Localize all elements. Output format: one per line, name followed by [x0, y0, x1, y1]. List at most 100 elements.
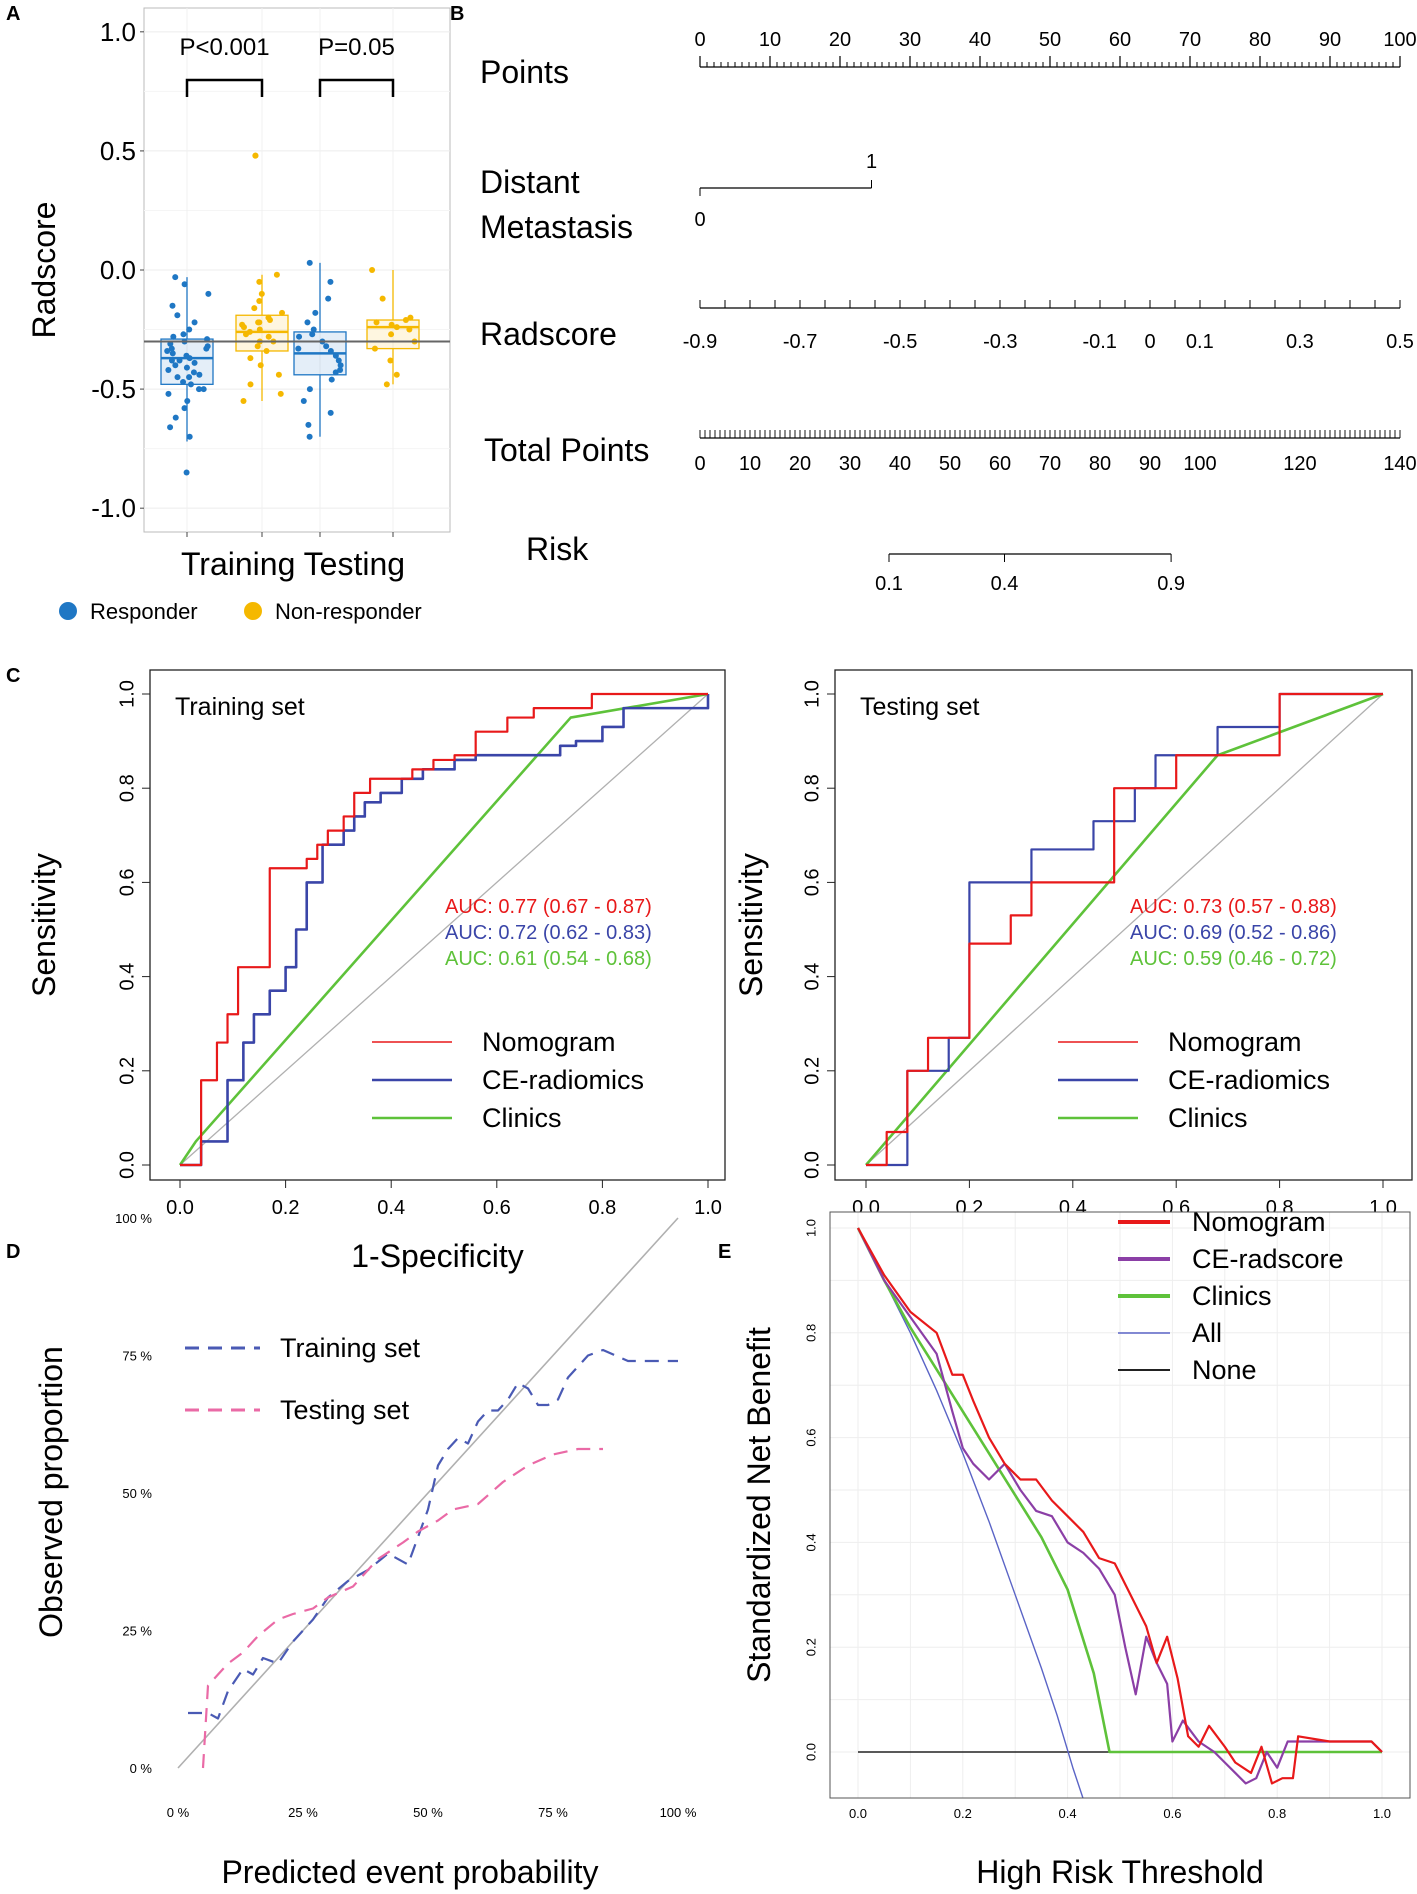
y-tick-label: 1.0	[116, 680, 138, 708]
data-point	[186, 433, 193, 440]
data-point	[332, 352, 339, 359]
tick-label: 40	[889, 453, 911, 475]
net-benefit-curve-nomogram	[857, 1227, 1383, 1785]
plot-frame	[829, 1211, 1411, 1799]
tick-label: 60	[989, 453, 1011, 475]
x-axis-title: Predicted event probability	[221, 1854, 598, 1890]
roc-curve-clinics	[178, 692, 709, 1166]
auc-label: AUC: 0.61 (0.54 - 0.68)	[445, 948, 652, 970]
y-tick-label: -0.5	[91, 374, 136, 404]
x-tick-label: 0.6	[483, 1197, 511, 1219]
data-point	[275, 371, 282, 378]
data-point	[180, 331, 187, 338]
data-point	[258, 290, 265, 297]
net-benefit-curve-all	[857, 1227, 1084, 1798]
tick-label: 0	[694, 209, 705, 231]
y-tick-label: 75 %	[122, 1349, 152, 1364]
data-point	[337, 362, 344, 369]
data-point	[265, 333, 272, 340]
data-point	[200, 386, 207, 393]
tick-label: 60	[1109, 29, 1131, 51]
legend-label: All	[1192, 1318, 1222, 1348]
data-point	[305, 421, 312, 428]
auc-label: AUC: 0.77 (0.67 - 0.87)	[445, 896, 652, 918]
data-point	[256, 297, 263, 304]
data-point	[247, 381, 254, 388]
y-tick-label: 0.0	[100, 255, 136, 285]
data-point	[186, 374, 193, 381]
chart-title: Training set	[175, 693, 305, 721]
tick-label: -0.3	[983, 331, 1017, 353]
data-point	[295, 345, 302, 352]
x-tick-label: 0.2	[272, 1197, 300, 1219]
y-tick-label: -1.0	[91, 493, 136, 523]
auc-label: AUC: 0.73 (0.57 - 0.88)	[1130, 896, 1337, 918]
tick-label: 0.5	[1386, 331, 1414, 353]
x-tick-label: 25 %	[288, 1805, 318, 1820]
x-tick-label: 0.2	[954, 1806, 972, 1821]
y-tick-label: 0.8	[801, 774, 823, 802]
tick-label: 80	[1089, 453, 1111, 475]
data-point	[183, 364, 190, 371]
y-tick-label: 25 %	[122, 1624, 152, 1639]
y-tick-label: 0.6	[803, 1429, 818, 1447]
legend-label: CE-radiomics	[1168, 1065, 1330, 1095]
y-tick-label: 0.4	[116, 963, 138, 991]
data-point	[183, 352, 190, 359]
y-axis-title: Radscore	[26, 202, 62, 339]
row-label: Metastasis	[480, 209, 633, 245]
tick-label: 40	[969, 29, 991, 51]
tick-label: 80	[1249, 29, 1271, 51]
y-tick-label: 0.6	[801, 868, 823, 896]
tick-label: 20	[789, 453, 811, 475]
x-tick-label: 1.0	[1373, 1806, 1391, 1821]
data-point	[172, 274, 179, 281]
tick-label: 70	[1179, 29, 1201, 51]
data-point	[174, 374, 181, 381]
legend-label: CE-radscore	[1192, 1244, 1344, 1274]
tick-label: 0.1	[1186, 331, 1214, 353]
data-point	[181, 281, 188, 288]
y-tick-label: 0.8	[116, 774, 138, 802]
data-point	[256, 319, 263, 326]
row-label: Points	[480, 54, 569, 90]
row-label: Total Points	[484, 432, 649, 468]
y-tick-label: 0.0	[116, 1151, 138, 1179]
chance-diagonal	[865, 693, 1384, 1166]
x-tick-label: 75 %	[538, 1805, 568, 1820]
data-point	[180, 378, 187, 385]
tick-label: 0.4	[991, 573, 1019, 595]
legend-label: Responder	[90, 599, 198, 624]
data-point	[184, 398, 191, 404]
data-point	[240, 398, 247, 404]
data-point	[383, 381, 390, 388]
data-point	[406, 326, 413, 333]
auc-label: AUC: 0.72 (0.62 - 0.83)	[445, 922, 652, 944]
x-tick-label: 0.6	[1163, 1806, 1181, 1821]
comparison-bracket	[318, 78, 395, 97]
roc-curve-nomogram	[180, 692, 708, 1167]
data-point	[256, 326, 263, 333]
panel-label-B: B	[450, 3, 464, 25]
chance-diagonal	[179, 693, 709, 1166]
data-point	[279, 309, 286, 316]
legend-label: Nomogram	[1168, 1027, 1302, 1057]
data-point	[252, 152, 259, 159]
x-tick-label: 0.0	[849, 1806, 867, 1821]
x-axis-title: 1-Specificity	[351, 1238, 524, 1274]
calibration-curve-training-set	[188, 1348, 678, 1720]
roc-curve-ce-radiomics	[180, 694, 710, 1167]
data-point	[165, 367, 172, 374]
tick-label: 70	[1039, 453, 1061, 475]
data-point	[337, 367, 344, 374]
data-point	[263, 347, 270, 354]
data-point	[312, 309, 319, 316]
data-point	[277, 390, 284, 397]
y-tick-label: 0.6	[116, 868, 138, 896]
x-tick-label: 0.4	[377, 1197, 405, 1219]
ideal-diagonal	[177, 1217, 679, 1769]
data-point	[170, 333, 177, 340]
legend-dot	[59, 602, 77, 620]
data-point	[388, 331, 395, 338]
x-tick-label: 0.8	[1268, 1806, 1286, 1821]
